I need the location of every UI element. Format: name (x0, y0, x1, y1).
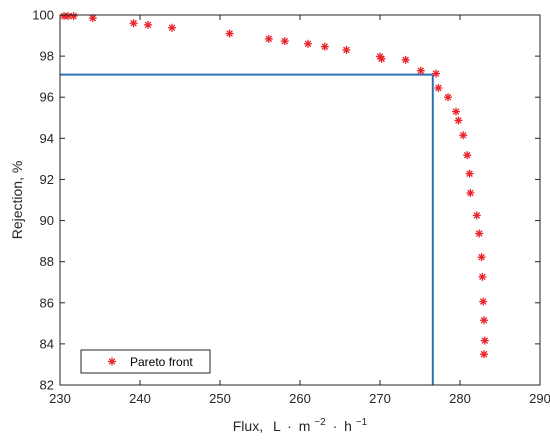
data-point (304, 39, 312, 48)
data-point (477, 253, 486, 262)
data-point (377, 54, 386, 63)
x-tick-label: 270 (369, 391, 391, 406)
data-point (444, 93, 452, 102)
y-tick-label: 98 (40, 49, 54, 64)
y-tick-label: 94 (40, 131, 54, 146)
plot-area (60, 15, 540, 385)
data-point (225, 29, 234, 38)
data-point (416, 66, 425, 75)
data-point (280, 37, 289, 46)
data-point (434, 83, 443, 92)
x-tick-label: 290 (529, 391, 550, 406)
y-tick-label: 90 (40, 213, 54, 228)
data-point (432, 69, 440, 78)
legend-box (80, 349, 211, 374)
y-tick-label: 86 (40, 295, 54, 310)
x-tick-label: 280 (449, 391, 471, 406)
data-point (475, 229, 484, 238)
data-point (342, 45, 351, 54)
x-tick-label: 260 (289, 391, 311, 406)
data-points (60, 12, 489, 359)
x-tick-label: 230 (49, 391, 71, 406)
data-point (264, 34, 273, 43)
selection-lines (60, 73, 434, 385)
data-point (144, 20, 152, 29)
data-point (452, 107, 460, 116)
data-point (472, 211, 481, 220)
y-tick-label: 100 (32, 8, 54, 23)
data-point (129, 19, 138, 28)
y-axis-title: Rejection, % (9, 161, 25, 240)
x-axis-title: Flux, L · m −2 · h −1 (233, 412, 368, 434)
data-point (454, 116, 463, 125)
data-point (64, 12, 72, 21)
x-tick-label: 240 (129, 391, 151, 406)
legend-label: Pareto front (130, 355, 193, 369)
y-tick-label: 88 (40, 254, 54, 269)
data-point (88, 14, 97, 23)
legend-marker (108, 357, 116, 366)
y-tick-label: 92 (40, 172, 54, 187)
x-axis-ticks: 230 240 250 260 270 280 290 (49, 15, 550, 406)
data-point (320, 42, 329, 51)
legend-marker-star (108, 357, 116, 366)
data-point (466, 189, 475, 198)
y-axis-ticks: 82 84 86 88 90 92 94 96 98 100 (32, 8, 540, 393)
data-point (480, 316, 488, 325)
legend: Pareto front (80, 349, 211, 374)
y-tick-label: 82 (40, 378, 54, 393)
data-point (480, 350, 488, 359)
data-point (480, 336, 489, 345)
data-point (69, 12, 78, 21)
x-tick-label: 250 (209, 391, 231, 406)
data-point (401, 55, 410, 64)
data-point (478, 272, 487, 281)
data-point (459, 131, 468, 140)
data-point (463, 151, 472, 160)
data-point (465, 169, 474, 178)
y-tick-label: 84 (40, 336, 54, 351)
data-point (479, 297, 488, 306)
y-tick-label: 96 (40, 90, 54, 105)
data-point (168, 23, 176, 32)
